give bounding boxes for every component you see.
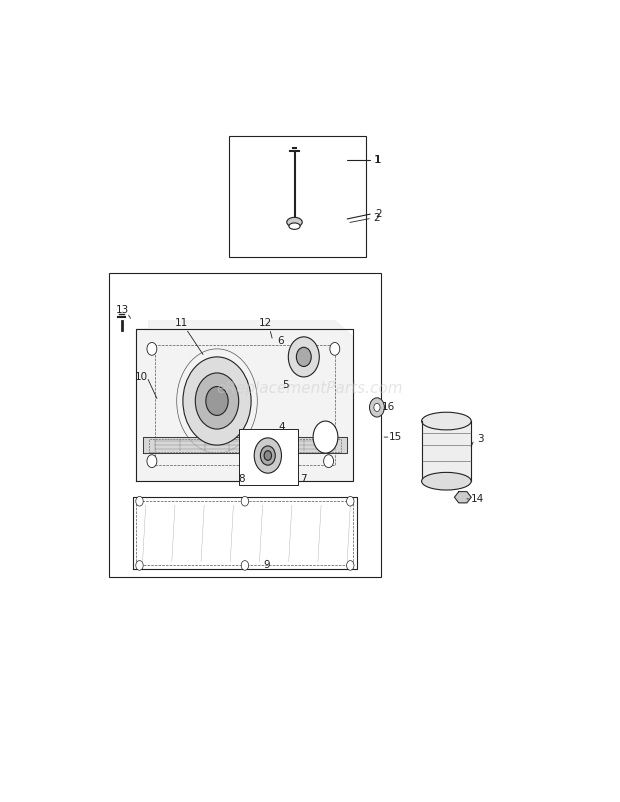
Text: 2: 2	[374, 213, 380, 223]
Text: 7: 7	[301, 474, 307, 484]
Text: 14: 14	[471, 494, 484, 504]
Polygon shape	[136, 321, 353, 481]
Circle shape	[241, 496, 249, 506]
Polygon shape	[143, 437, 347, 453]
Text: 5: 5	[282, 380, 288, 390]
Text: 6: 6	[278, 336, 284, 346]
Text: eReplacementParts.com: eReplacementParts.com	[216, 382, 404, 396]
Circle shape	[195, 373, 239, 429]
Circle shape	[288, 337, 319, 377]
Circle shape	[206, 387, 228, 415]
Text: 11: 11	[175, 318, 188, 328]
Bar	[108, 273, 381, 577]
Text: 2: 2	[375, 209, 382, 219]
Text: 4: 4	[279, 422, 285, 431]
Circle shape	[330, 342, 340, 355]
Circle shape	[347, 561, 354, 570]
Text: 1: 1	[375, 156, 382, 165]
Text: 16: 16	[382, 403, 396, 412]
Text: 9: 9	[264, 561, 270, 570]
Text: 15: 15	[389, 432, 402, 442]
Circle shape	[374, 403, 380, 411]
Circle shape	[296, 347, 311, 367]
Circle shape	[147, 342, 157, 355]
Circle shape	[260, 446, 275, 465]
Circle shape	[136, 496, 143, 506]
Text: 1: 1	[374, 156, 380, 165]
Ellipse shape	[289, 223, 300, 229]
Circle shape	[254, 438, 281, 473]
Circle shape	[370, 398, 384, 417]
Circle shape	[183, 357, 251, 445]
Circle shape	[347, 496, 354, 506]
Polygon shape	[454, 492, 471, 503]
Bar	[229, 136, 366, 257]
Ellipse shape	[286, 217, 303, 227]
Circle shape	[241, 561, 249, 570]
Text: 10: 10	[135, 372, 148, 382]
Ellipse shape	[422, 412, 471, 430]
Text: 3: 3	[477, 435, 484, 444]
Circle shape	[136, 561, 143, 570]
Circle shape	[147, 455, 157, 468]
Ellipse shape	[422, 472, 471, 490]
Text: 13: 13	[116, 305, 130, 314]
Bar	[239, 429, 298, 485]
Text: 12: 12	[259, 318, 272, 328]
Circle shape	[264, 451, 272, 460]
Circle shape	[313, 421, 338, 453]
Circle shape	[324, 455, 334, 468]
Polygon shape	[422, 421, 471, 481]
Text: 8: 8	[239, 474, 245, 484]
